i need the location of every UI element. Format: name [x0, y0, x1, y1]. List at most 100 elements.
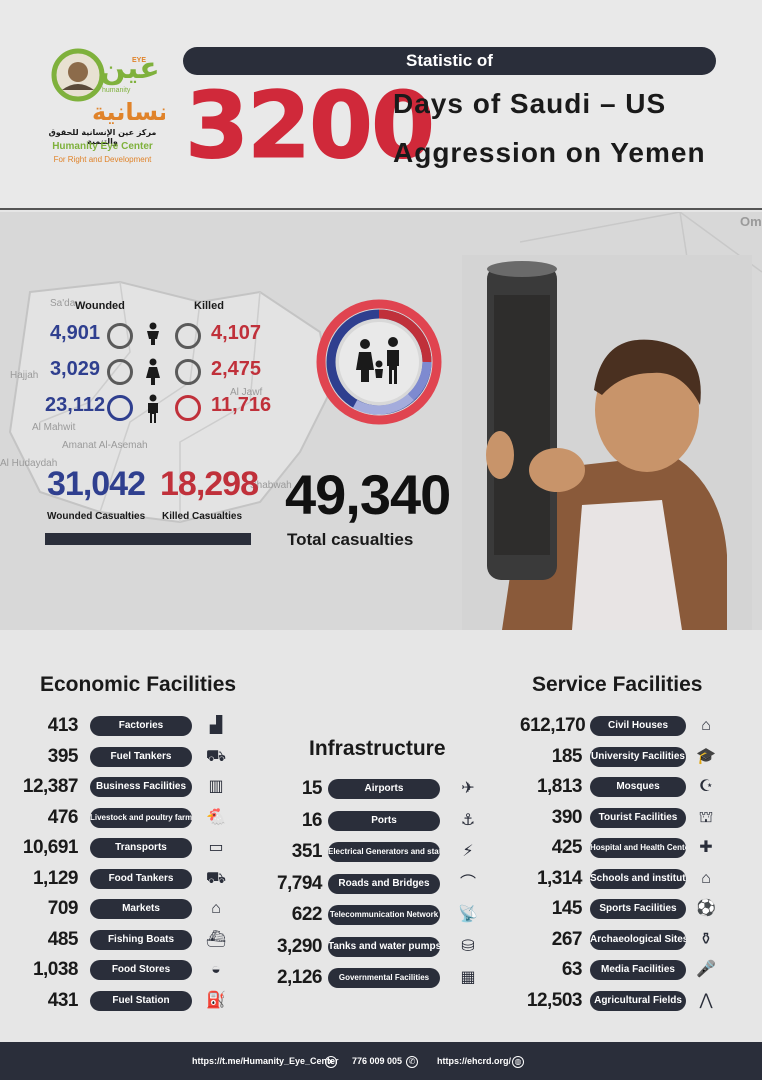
hospital-icon: ✚: [699, 839, 713, 856]
service-label: Schools and institutes: [590, 868, 686, 889]
food-dish-icon: ◒: [211, 961, 221, 978]
killed-men: 11,716: [211, 394, 272, 416]
map-label-oman: Om: [740, 214, 762, 229]
title-line-1: Days of Saudi – US: [393, 88, 667, 119]
building-icon: ▥: [208, 778, 224, 795]
economic-row: 12,387 Business Facilities ▥: [0, 776, 762, 798]
economic-title: Economic Facilities: [40, 673, 237, 696]
wounded-men: 23,112: [45, 394, 106, 416]
infrastructure-label: Ports: [328, 810, 440, 831]
service-label: Civil Houses: [590, 716, 686, 736]
service-label: Sports Facilities: [590, 899, 686, 919]
casualty-row-men: 23,112 11,716: [45, 394, 275, 424]
header: عين EYE humanity الانسانية مركز عين الإن…: [0, 0, 762, 210]
service-label: Agricultural Fields: [590, 990, 686, 1011]
infrastructure-label: Governmental Facilities: [328, 968, 440, 988]
tanker-truck-icon: ⛟: [205, 747, 227, 765]
killed-women: 2,475: [211, 358, 262, 380]
bus-icon: ▭: [208, 839, 224, 856]
infrastructure-value: 16: [301, 809, 323, 831]
economic-row: 476 Livestock and poultry farms 🐔: [0, 807, 762, 829]
mosque-icon: ☪: [698, 778, 714, 795]
statistic-label: Statistic of: [183, 47, 716, 75]
service-value: 1,314: [536, 867, 583, 889]
killed-total: 18,298: [160, 465, 259, 503]
svg-text:EYE: EYE: [132, 57, 146, 64]
wounded-children: 4,901: [49, 322, 100, 344]
economic-value: 395: [47, 745, 79, 767]
telegram-icon: ➤: [325, 1056, 337, 1068]
economic-label: Food Stores: [90, 960, 192, 980]
economic-row: 413 Factories ▟: [0, 715, 762, 737]
economic-value: 413: [47, 715, 79, 736]
killed-ring: [175, 395, 201, 421]
economic-label: Factories: [90, 716, 192, 736]
logo-tagline: For Right and Development: [53, 155, 152, 164]
wounded-ring: [107, 359, 133, 385]
economic-value: 10,691: [22, 837, 79, 858]
service-label: Tourist Facilities: [590, 807, 686, 828]
casualty-donut-chart: [316, 299, 442, 425]
truck-icon: ⛟: [205, 869, 227, 887]
service-row: 267 Archaeological Sites ⚱: [0, 929, 762, 951]
economic-value: 1,038: [32, 959, 79, 980]
service-label: Mosques: [590, 777, 686, 797]
water-tank-icon: ⛁: [461, 937, 475, 955]
wounded-header: Wounded: [75, 300, 125, 312]
infrastructure-row: 15 Airports ✈: [0, 778, 762, 800]
total-casualties-label: Total casualties: [287, 530, 414, 549]
casualty-row-women: 3,029 2,475: [45, 358, 275, 388]
economic-row: 1,038 Food Stores ◒: [0, 959, 762, 981]
service-value: 145: [551, 898, 583, 919]
svg-text:الانسانية: الانسانية: [92, 98, 165, 126]
infrastructure-row: 3,290 Tanks and water pumps ⛁: [0, 936, 762, 958]
service-row: 63 Media Facilities 🎤: [0, 959, 762, 981]
antenna-icon: 📡: [458, 906, 478, 923]
infrastructure-title: Infrastructure: [309, 737, 446, 760]
economic-label: Transports: [90, 838, 192, 858]
graduation-cap-icon: 🎓: [696, 747, 716, 765]
economic-value: 12,387: [22, 776, 79, 797]
wounded-women: 3,029: [49, 358, 100, 380]
infrastructure-label: Telecommunication Network: [328, 905, 440, 925]
chicken-icon: 🐔: [206, 808, 226, 826]
wounded-ring: [107, 323, 133, 349]
service-row: 1,314 Schools and institutes ⌂: [0, 868, 762, 890]
economic-value: 1,129: [32, 867, 79, 889]
infrastructure-value: 15: [301, 778, 323, 799]
economic-value: 476: [47, 806, 79, 828]
airplane-icon: ✈: [461, 780, 475, 797]
logo-english-name: Humanity Eye Center: [52, 141, 153, 152]
globe-icon: ◍: [512, 1056, 524, 1068]
map-label-mahwit: Al Mahwit: [32, 422, 76, 433]
economic-label: Fuel Station: [90, 990, 192, 1011]
port-crane-icon: ⚓: [460, 811, 476, 829]
economic-row: 485 Fishing Boats ⛴: [0, 929, 762, 951]
infrastructure-label: Airports: [328, 779, 440, 799]
infrastructure-row: 16 Ports ⚓: [0, 810, 762, 832]
logo-arabic-subtitle: مركز عين الإنسانية للحقوق والتنمية: [48, 128, 157, 146]
service-value: 12,503: [526, 989, 583, 1011]
casualty-row-children: 4,901 4,107: [45, 322, 275, 352]
map-label-hudaydah: Al Hudaydah: [0, 458, 58, 469]
service-value: 63: [561, 959, 583, 980]
economic-row: 431 Fuel Station ⛽: [0, 990, 762, 1012]
title-line-2: Aggression on Yemen: [393, 137, 706, 168]
child-icon: [143, 322, 163, 350]
family-icon: [356, 337, 399, 384]
infrastructure-value: 622: [291, 904, 323, 925]
phone-number[interactable]: 776 009 005: [352, 1056, 403, 1066]
economic-label: Food Tankers: [90, 868, 192, 889]
logo-arabic-glyph: عين: [100, 51, 160, 86]
economic-label: Fuel Tankers: [90, 746, 192, 767]
child-holding-shell-photo: [462, 255, 752, 630]
service-label: Archaeological Sites: [590, 929, 686, 950]
killed-total-label: Killed Casualties: [162, 511, 243, 522]
website-link[interactable]: https://ehcrd.org/: [437, 1056, 511, 1066]
telegram-link[interactable]: https://t.me/Humanity_Eye_Center: [192, 1056, 339, 1066]
total-casualties: 49,340: [285, 463, 451, 526]
infrastructure-value: 7,794: [276, 872, 323, 894]
infrastructure-row: 2,126 Governmental Facilities ▦: [0, 967, 762, 989]
infrastructure-label: Tanks and water pumps: [328, 936, 440, 957]
